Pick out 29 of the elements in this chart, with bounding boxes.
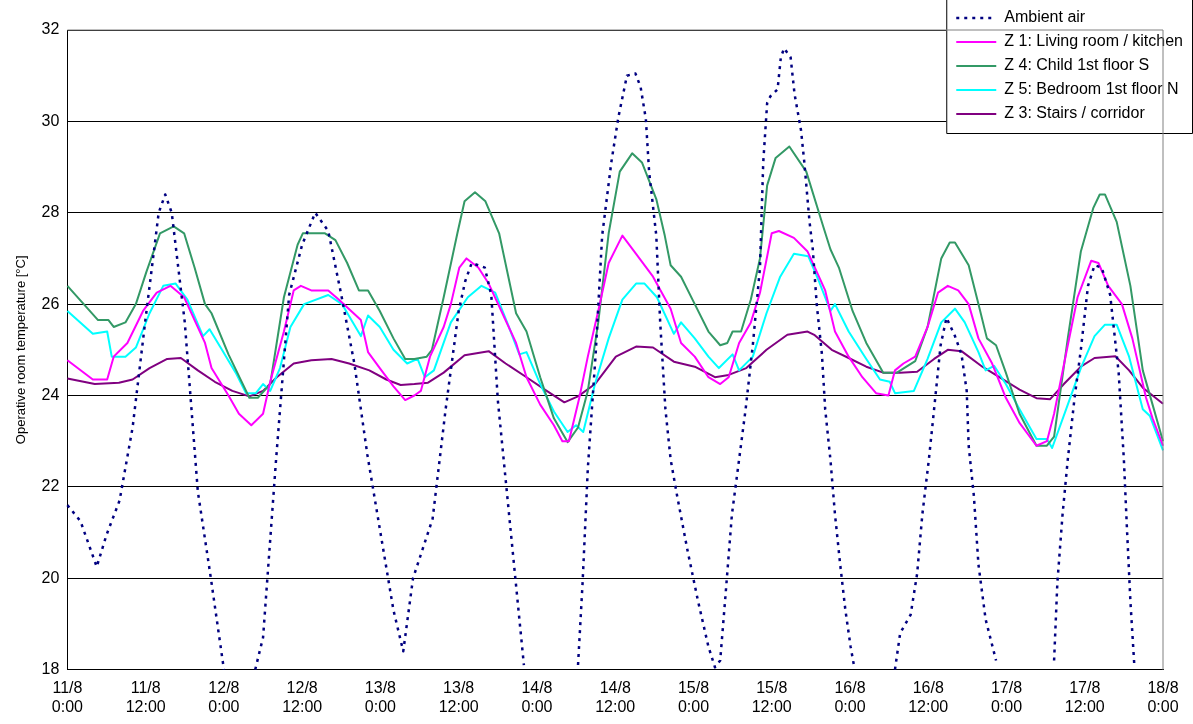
y-tick-label: 30 [41, 111, 60, 129]
legend-label: Z 1: Living room / kitchen [1004, 32, 1184, 50]
y-tick-label: 28 [41, 203, 60, 221]
y-tick-label: 18 [41, 660, 60, 678]
legend-label: Z 3: Stairs / corridor [1004, 104, 1146, 122]
x-tick-label: 11/8 12:00 [125, 678, 166, 715]
x-tick-label: 16/8 0:00 [834, 678, 866, 715]
y-tick-label: 26 [41, 294, 60, 312]
y-tick-label: 24 [41, 385, 60, 403]
x-tick-label: 17/8 12:00 [1064, 678, 1105, 715]
y-tick-label: 20 [41, 568, 60, 586]
x-tick-label: 12/8 12:00 [282, 678, 323, 715]
x-tick-label: 14/8 0:00 [521, 678, 553, 715]
x-tick-label: 15/8 12:00 [751, 678, 792, 715]
x-tick-label: 17/8 0:00 [990, 678, 1023, 715]
legend-label: Z 4: Child 1st floor S [1004, 56, 1150, 74]
x-tick-label: 18/8 0:00 [1147, 678, 1179, 715]
y-tick-label: 22 [41, 477, 60, 495]
x-tick-label: 14/8 12:00 [595, 678, 636, 715]
legend-label: Ambient air [1004, 8, 1086, 26]
x-tick-label: 11/8 0:00 [51, 678, 84, 715]
x-tick-label: 13/8 0:00 [364, 678, 397, 715]
x-tick-label: 15/8 0:00 [677, 678, 710, 715]
legend-label: Z 5: Bedroom 1st floor N [1004, 80, 1179, 98]
y-axis-title: Operative room temperature [°C] [13, 255, 29, 445]
x-tick-label: 12/8 0:00 [208, 678, 240, 715]
y-tick-label: 32 [41, 20, 60, 38]
x-tick-label: 13/8 12:00 [438, 678, 479, 715]
x-tick-label: 16/8 12:00 [908, 678, 949, 715]
